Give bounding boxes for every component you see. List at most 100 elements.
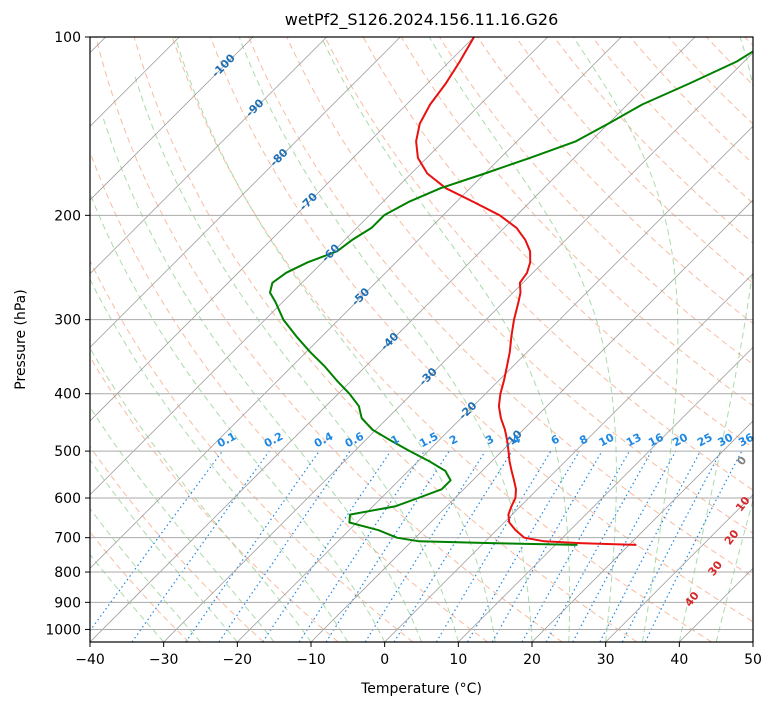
y-tick-label: 300 [54,313,81,329]
mixing-ratio-line [466,450,580,642]
moist-adiabat [428,37,617,642]
dry-adiabat [744,37,753,47]
isotherm-line [310,199,753,642]
isotherm-line [90,37,548,496]
mixing-ratio-line [218,450,351,642]
mixing-ratio-label: 0.1 [215,430,238,451]
isotherm-label: -30 [417,365,440,388]
dry-adiabat [90,150,488,642]
isotherm-line [752,641,753,642]
x-tick-label: 50 [744,652,762,668]
mixing-ratio-label: 36 [736,431,756,450]
mixing-ratio-label: 25 [695,431,715,450]
mixing-ratio-label: 2 [447,432,460,447]
moist-adiabat [90,507,201,642]
x-tick-label: 30 [597,652,615,668]
mixing-ratio-label: 6 [549,432,562,447]
x-tick-label: −30 [149,652,179,668]
dry-adiabat [171,37,712,642]
y-tick-label: 600 [54,491,81,507]
moist-adiabat [320,37,571,642]
x-tick-label: −40 [75,652,105,668]
dry-adiabat [438,37,753,365]
dry-adiabat [90,445,264,642]
moist-adiabat [90,459,238,642]
isotherm-label: -70 [297,190,320,213]
isotherm-label: -80 [267,146,290,169]
mixing-ratio-label: 30 [716,431,736,450]
mixing-ratio-line [393,450,513,642]
y-tick-label: 1000 [45,622,81,638]
y-tick-label: 800 [54,565,81,581]
dewpoint-line [269,50,753,546]
moist-adiabat-label: 20 [722,527,742,547]
mixing-ratio-line [298,450,425,642]
dry-adiabat [90,355,339,642]
mixing-ratio-label: 0.4 [312,430,336,451]
mixing-ratio-line [572,450,677,642]
dry-adiabat [515,37,753,284]
moist-adiabat-label: 30 [705,558,725,578]
dry-adiabat [248,37,753,578]
x-tick-label: −10 [296,652,326,668]
mixing-ratio-label: 8 [577,432,590,447]
mixing-ratio-label: 16 [646,431,666,450]
dry-adiabat [400,37,753,407]
moist-adiabat [678,37,753,642]
mixing-ratio-line [90,450,223,632]
pressure-grid [90,37,753,642]
y-tick-label: 900 [54,595,81,611]
dry-adiabat [477,37,753,325]
isotherm-line [90,37,401,348]
chart-title: wetPf2_S126.2024.156.11.16.G26 [284,10,559,29]
dry-adiabat [629,37,753,165]
mixing-ratio-line [131,450,270,642]
isotherm-label: -50 [349,285,372,308]
mixing-ratio-line [599,450,702,642]
dry-adiabat [706,37,753,86]
dry-adiabat [324,37,753,491]
dry-adiabat [668,37,753,125]
isotherm-line [458,346,753,642]
mixing-ratio-line [262,450,392,642]
mixing-ratio-line [325,450,450,642]
moist-adiabat-label: 0 [734,454,749,468]
isotherm-line [531,420,753,642]
isotherm-line [90,37,475,422]
moist-adiabat [572,37,679,642]
isotherm-line [605,494,753,642]
y-tick-label: 700 [54,531,81,547]
x-tick-label: −20 [223,652,253,668]
x-axis-label: Temperature (°C) [360,681,482,697]
axes: −40 −30 −20 −10 0 10 20 30 40 5010020030040050060… [45,30,762,668]
isotherm-line [90,37,622,569]
temperature-line [415,37,637,546]
moist-adiabat [715,497,753,642]
mixing-ratio-label: 13 [624,431,644,450]
profile-series [269,37,753,546]
isotherm-line [163,52,753,642]
dry-adiabat [90,259,414,642]
y-tick-label: 200 [54,208,81,224]
isotherm-label: -40 [378,330,401,353]
isotherm-line [90,37,696,642]
isotherm-line [237,125,753,642]
dry-adiabat [210,37,753,623]
mixing-ratio-line [364,450,486,642]
moist-adiabat [174,37,496,642]
mixing-ratio-line [491,450,603,642]
moist-adiabat [133,72,459,642]
y-tick-label: 100 [54,30,81,46]
mixing-ratio-label: 20 [670,431,690,450]
mixing-ratio-label: 3 [483,432,496,447]
moist-adiabat-label: 40 [682,589,702,609]
mixing-ratio-label: 0.2 [262,430,285,451]
isotherm-label: -90 [243,96,266,119]
moist-adiabat [101,114,422,642]
mixing-ratio-label: 1.5 [417,430,440,451]
moist-adiabat [752,640,753,642]
plot-frame [89,36,754,643]
mixing-ratio-line [435,450,552,642]
mixing-ratio-line [644,450,743,642]
